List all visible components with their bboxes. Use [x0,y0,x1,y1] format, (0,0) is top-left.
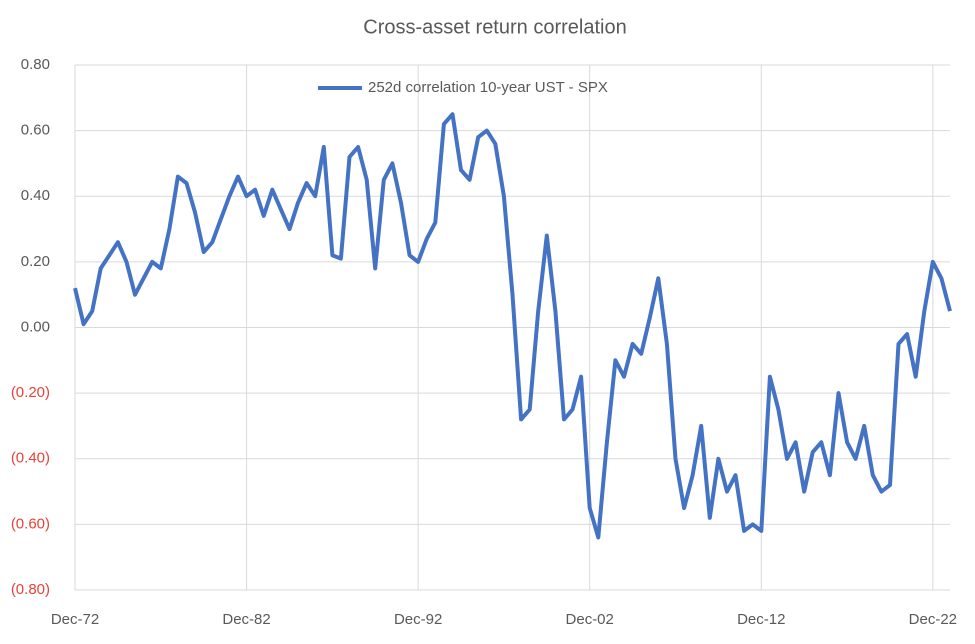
y-tick-label: 0.20 [21,253,50,270]
chart-title: Cross-asset return correlation [363,16,626,38]
x-tick-label: Dec-92 [394,611,442,628]
legend-label: 252d correlation 10-year UST - SPX [368,79,608,96]
data-line [73,112,952,540]
y-tick-label: 0.80 [21,56,50,73]
y-tick-label: 0.60 [21,122,50,139]
x-tick-label: Dec-22 [909,611,957,628]
y-tick-label: (0.20) [11,384,50,401]
x-tick-label: Dec-72 [51,611,99,628]
y-tick-label: (0.40) [11,450,50,467]
y-tick-label: 0.00 [21,318,50,335]
y-tick-label: (0.60) [11,515,50,532]
x-tick-label: Dec-02 [566,611,614,628]
y-tick-label: (0.80) [11,581,50,598]
y-tick-label: 0.40 [21,187,50,204]
x-tick-label: Dec-12 [737,611,785,628]
x-tick-label: Dec-82 [222,611,270,628]
